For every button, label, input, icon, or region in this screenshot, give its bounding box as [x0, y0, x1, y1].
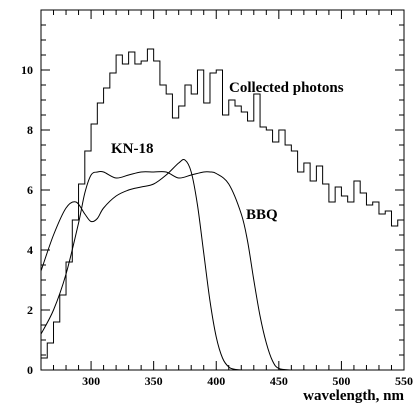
y-tick-label: 4: [27, 243, 33, 257]
series-bbq-line: [40, 170, 292, 371]
plot-frame: [40, 9, 405, 371]
x-tick-label: 300: [82, 374, 100, 388]
x-axis-label: wavelength, nm: [303, 388, 404, 404]
series-kn-18-line: [40, 158, 242, 371]
x-tick-label: 350: [145, 374, 163, 388]
x-tick-label: 450: [270, 374, 288, 388]
y-tick-label: 2: [27, 303, 33, 317]
y-tick-label: 8: [27, 123, 33, 137]
annotation-bbq: BBQ: [246, 207, 278, 223]
x-tick-label: 400: [207, 374, 225, 388]
series-collected-photons-line: [41, 48, 404, 359]
y-tick-label: 10: [21, 63, 33, 77]
y-tick-label: 6: [27, 183, 33, 197]
x-tick-label: 500: [332, 374, 350, 388]
annotation-collected-photons: Collected photons: [229, 80, 344, 96]
x-tick-label: 550: [395, 374, 413, 388]
y-tick-label: 0: [27, 363, 33, 377]
annotation-kn-18: KN-18: [111, 141, 154, 157]
